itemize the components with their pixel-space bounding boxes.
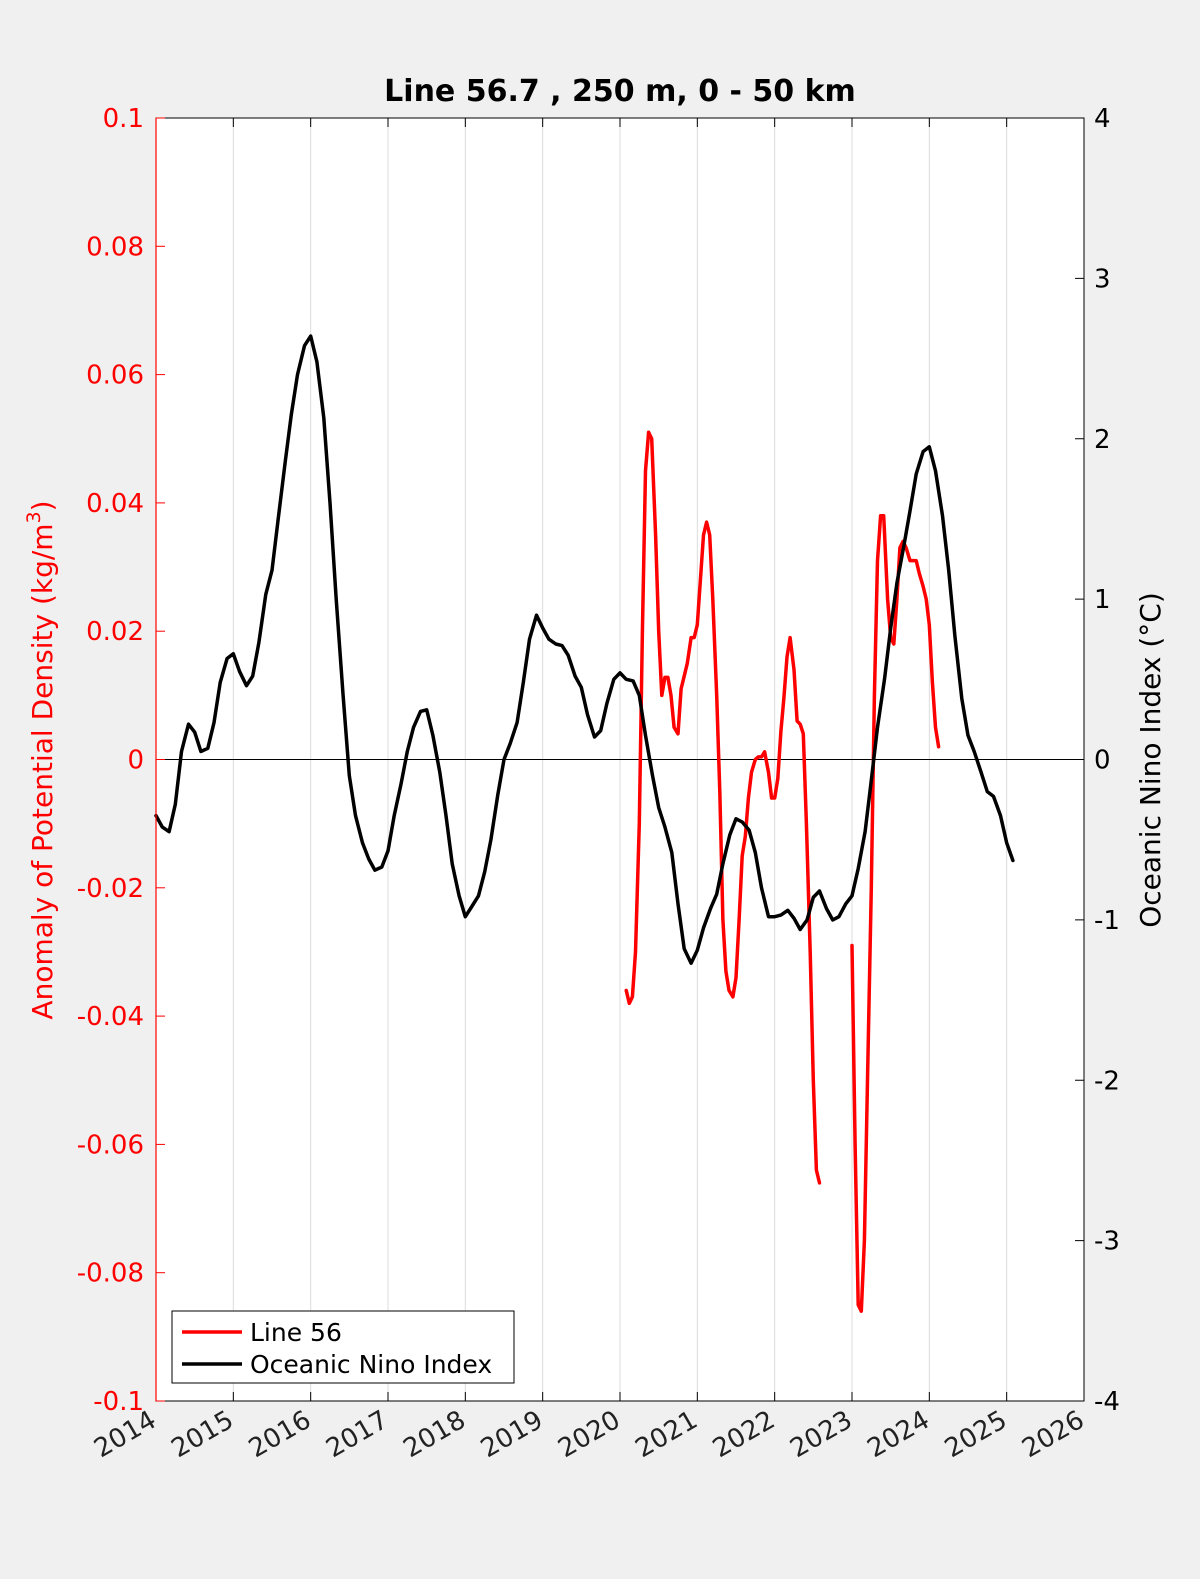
y-right-axis-label: Oceanic Nino Index (°C)	[1134, 592, 1167, 928]
legend: Line 56 Oceanic Nino Index	[171, 1310, 515, 1384]
y-right-tick-label: -3	[1094, 1227, 1120, 1257]
y-right-tick-label: 0	[1094, 746, 1111, 776]
y-left-axis-label-close: )	[26, 500, 59, 511]
series-line-oni	[154, 334, 1015, 965]
y-left-tick-label: -0.08	[77, 1259, 144, 1289]
y-left-tick-label: 0.1	[103, 104, 144, 134]
y-left-tick-label: -0.06	[77, 1130, 144, 1160]
y-right-tick-label: 2	[1094, 425, 1111, 455]
legend-label-oni: Oceanic Nino Index	[250, 1350, 492, 1379]
legend-label-line56: Line 56	[250, 1318, 342, 1347]
series-layer	[154, 334, 1015, 1313]
series-line-line56	[850, 513, 941, 1313]
y-left-axis-label-main: Anomaly of Potential Density (kg/m	[26, 523, 59, 1019]
legend-box	[171, 1310, 515, 1384]
y-left-tick-label: -0.02	[77, 874, 144, 904]
y-left-tick-label: 0.06	[86, 361, 144, 391]
y-right-tick-label: -4	[1094, 1387, 1120, 1417]
y-left-tick-label: -0.04	[77, 1002, 144, 1032]
y-right-tick-label: 1	[1094, 585, 1111, 615]
y-right-tick-label: -1	[1094, 906, 1120, 936]
y-right-tick-label: 4	[1094, 104, 1111, 134]
series-line-line56	[624, 430, 822, 1185]
y-left-tick-label: 0.08	[86, 232, 144, 262]
y-left-tick-label: 0.04	[86, 489, 144, 519]
y-left-tick-label: -0.1	[93, 1387, 144, 1417]
y-left-axis-label-sup: 3	[23, 511, 45, 523]
chart-title: Line 56.7 , 250 m, 0 - 50 km	[384, 74, 856, 109]
y-left-axis-label: Anomaly of Potential Density (kg/m3)	[23, 500, 59, 1019]
y-right-tick-label: -2	[1094, 1066, 1120, 1096]
y-right-tick-label: 3	[1094, 264, 1111, 294]
y-left-tick-label: 0	[127, 746, 144, 776]
y-left-tick-label: 0.02	[86, 617, 144, 647]
